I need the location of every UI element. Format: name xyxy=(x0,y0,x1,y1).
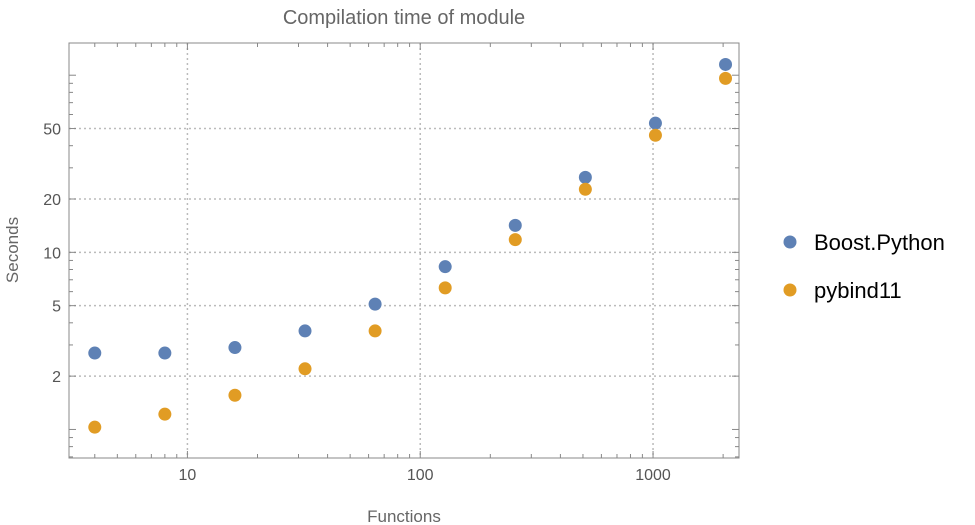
data-point-boost-python xyxy=(508,218,522,232)
x-tick-label: 100 xyxy=(407,467,434,484)
data-point-pybind11 xyxy=(368,324,382,338)
y-tick-label: 10 xyxy=(43,245,61,262)
data-point-pybind11 xyxy=(88,420,102,434)
x-tick-label: 10 xyxy=(179,467,197,484)
y-tick-label: 2 xyxy=(52,369,61,386)
legend-label: Boost.Python xyxy=(814,230,945,255)
data-point-pybind11 xyxy=(508,233,522,247)
legend-marker xyxy=(783,235,797,249)
data-point-boost-python xyxy=(719,57,733,71)
gridlines xyxy=(69,43,739,458)
data-point-pybind11 xyxy=(228,388,242,402)
legend-label: pybind11 xyxy=(814,278,902,303)
data-points xyxy=(88,57,733,434)
data-point-pybind11 xyxy=(719,71,733,85)
axis-ticks: 10 100 1000 2 5 10 20 50 xyxy=(43,43,739,484)
plot-frame xyxy=(68,42,740,459)
data-point-pybind11 xyxy=(158,407,172,421)
y-tick-label: 50 xyxy=(43,122,61,139)
data-point-pybind11 xyxy=(648,128,662,142)
data-point-pybind11 xyxy=(298,362,312,376)
x-tick-label: 1000 xyxy=(635,467,671,484)
legend-marker xyxy=(783,283,797,297)
y-tick-label: 5 xyxy=(52,299,61,316)
y-axis-label: Seconds xyxy=(3,217,22,283)
data-point-boost-python xyxy=(88,346,102,360)
data-point-pybind11 xyxy=(438,281,452,295)
data-point-boost-python xyxy=(298,324,312,338)
data-point-boost-python xyxy=(578,170,592,184)
legend: Boost.Python pybind11 xyxy=(783,230,945,303)
x-axis-label: Functions xyxy=(367,507,441,525)
data-point-pybind11 xyxy=(578,182,592,196)
data-point-boost-python xyxy=(228,341,242,355)
y-tick-label: 20 xyxy=(43,192,61,209)
data-point-boost-python xyxy=(438,260,452,274)
data-point-boost-python xyxy=(368,297,382,311)
data-point-boost-python xyxy=(158,346,172,360)
data-point-boost-python xyxy=(648,116,662,130)
chart-title: Compilation time of module xyxy=(283,7,525,29)
